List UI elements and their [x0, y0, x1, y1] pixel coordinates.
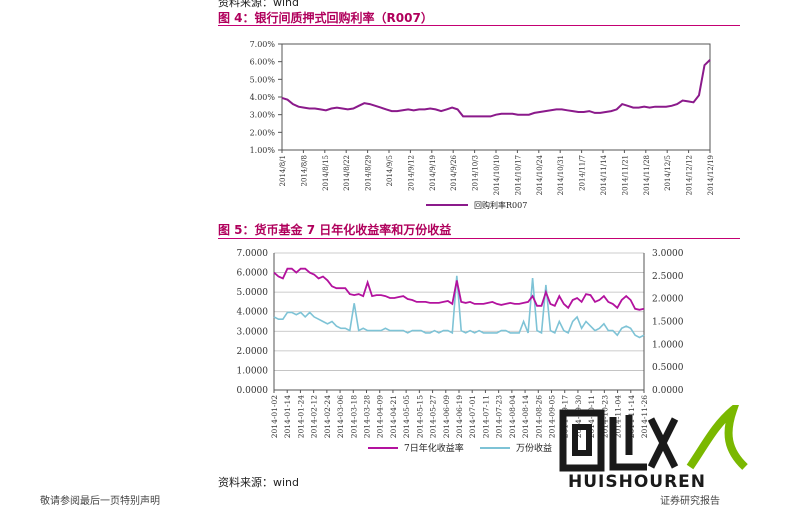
x-tick-label: 2014/11/7	[579, 155, 587, 191]
x-tick-label: 2014-03-28	[363, 395, 372, 438]
x-tick-label: 2014-08-04	[508, 395, 517, 438]
x-tick-label: 2014/11/21	[621, 155, 629, 195]
legend-label-unit-income: 万份收益	[516, 442, 552, 454]
x-tick-label: 2014-08-26	[534, 395, 543, 438]
x-tick-label: 2014-07-01	[468, 395, 477, 438]
x-tick-label: 2014/12/12	[686, 155, 694, 195]
x-tick-label: 2014-09-05	[548, 395, 557, 438]
y-tick-label: 7.00%	[250, 40, 276, 49]
x-tick-label: 2014-10-23	[600, 395, 609, 438]
x-tick-label: 2014/11/28	[643, 155, 651, 195]
source-bottom-note: 资料来源：wind	[218, 476, 300, 489]
x-tick-label: 2014-11-04	[614, 395, 623, 438]
x-tick-label: 2014/10/10	[493, 155, 501, 195]
legend-label-r007: 回购利率R007	[474, 200, 527, 210]
y-left-tick-label: 3.0000	[237, 327, 269, 337]
y-tick-label: 3.00%	[250, 111, 276, 120]
x-tick-label: 2014/8/8	[300, 155, 308, 186]
x-tick-label: 2014-11-26	[640, 395, 649, 438]
series-line-r007	[281, 59, 711, 118]
y-tick-label: 2.00%	[250, 128, 276, 137]
watermark-logo	[559, 405, 748, 472]
x-tick-label: 2014-04-21	[389, 395, 398, 438]
x-tick-label: 2014/10/24	[536, 154, 544, 195]
x-tick-label: 2014-06-09	[442, 395, 451, 438]
series-line-unit-income	[273, 275, 645, 339]
y-tick-label: 5.00%	[250, 75, 276, 84]
y-left-tick-label: 2.0000	[237, 347, 269, 357]
x-tick-label: 2014-10-11	[587, 395, 596, 438]
y-left-tick-label: 0.0000	[237, 386, 269, 396]
x-tick-label: 2014-03-18	[349, 395, 358, 438]
x-tick-label: 2014-01-02	[270, 395, 279, 438]
x-tick-label: 2014-02-24	[323, 395, 332, 438]
x-tick-label: 2014-05-15	[415, 395, 424, 438]
y-right-tick-label: 0.0000	[652, 386, 684, 396]
x-tick-label: 2014-08-14	[521, 395, 530, 438]
y-tick-label: 6.00%	[250, 58, 276, 67]
x-tick-label: 2014/12/19	[707, 155, 715, 195]
y-left-tick-label: 7.0000	[237, 249, 269, 259]
x-tick-label: 2014/8/29	[365, 155, 373, 191]
figure-5-chart: 7.0000 6.0000 5.0000 4.0000 3.0000 2.0000 1.00…	[237, 249, 684, 454]
x-tick-label: 2014/9/12	[407, 155, 415, 191]
watermark-text: HUISHOUREN	[568, 472, 707, 492]
x-tick-label: 2014-05-05	[402, 395, 411, 438]
x-tick-label: 2014-07-11	[481, 395, 490, 438]
x-tick-label: 2014-09-30	[574, 395, 583, 438]
y-tick-label: 1.00%	[250, 146, 276, 155]
y-right-tick-label: 3.0000	[652, 249, 684, 259]
figure-4-title-rule	[218, 25, 740, 26]
x-tick-label: 2014-05-27	[429, 395, 438, 438]
y-left-tick-label: 1.0000	[237, 366, 269, 376]
x-tick-label: 2014-03-06	[336, 395, 345, 438]
figure-4-chart: 7.00%6.00%5.00%4.00%3.00%2.00%1.00%2014/…	[250, 40, 715, 210]
x-tick-label: 2014-01-14	[283, 395, 292, 438]
x-tick-label: 2014/8/1	[279, 155, 287, 186]
plot-frame	[281, 43, 711, 151]
y-right-tick-label: 2.0000	[652, 295, 684, 305]
x-tick-label: 2014/8/22	[343, 155, 351, 191]
series-line-7day-yield	[273, 267, 645, 311]
y-right-tick-label: 1.0000	[652, 340, 684, 350]
x-tick-label: 2014/10/31	[557, 155, 565, 195]
legend-label-7day-yield: 7日年化收益率	[404, 442, 464, 454]
y-right-tick-label: 1.5000	[652, 318, 684, 328]
y-left-tick-label: 4.0000	[237, 308, 269, 318]
x-tick-label: 2014-02-12	[310, 395, 319, 438]
x-tick-label: 2014-07-23	[495, 395, 504, 438]
y-right-tick-label: 2.5000	[652, 272, 684, 282]
figure-5-title: 图 5：货币基金 7 日年化收益率和万份收益	[218, 223, 452, 237]
x-tick-label: 2014/9/5	[386, 155, 394, 186]
source-top-note: 资料来源：wind	[218, 0, 300, 9]
y-right-tick-label: 0.5000	[652, 363, 684, 373]
x-tick-label: 2014/9/26	[450, 154, 458, 190]
x-tick-label: 2014/9/19	[429, 155, 437, 191]
x-tick-label: 2014/10/3	[472, 155, 480, 191]
x-tick-label: 2014-01-24	[296, 395, 305, 438]
x-tick-label: 2014/8/15	[322, 155, 330, 191]
x-tick-label: 2014/11/14	[600, 154, 608, 195]
x-tick-label: 2014-04-09	[376, 395, 385, 438]
y-tick-label: 4.00%	[250, 93, 276, 102]
x-tick-label: 2014/12/5	[664, 155, 672, 191]
x-tick-label: 2014/10/17	[514, 155, 522, 195]
x-tick-label: 2014-06-19	[455, 395, 464, 438]
y-left-tick-label: 6.0000	[237, 269, 269, 279]
y-left-tick-label: 5.0000	[237, 288, 269, 298]
figure-5-title-rule	[218, 238, 740, 239]
figure-4-title: 图 4：银行间质押式回购利率（R007）	[218, 11, 433, 25]
